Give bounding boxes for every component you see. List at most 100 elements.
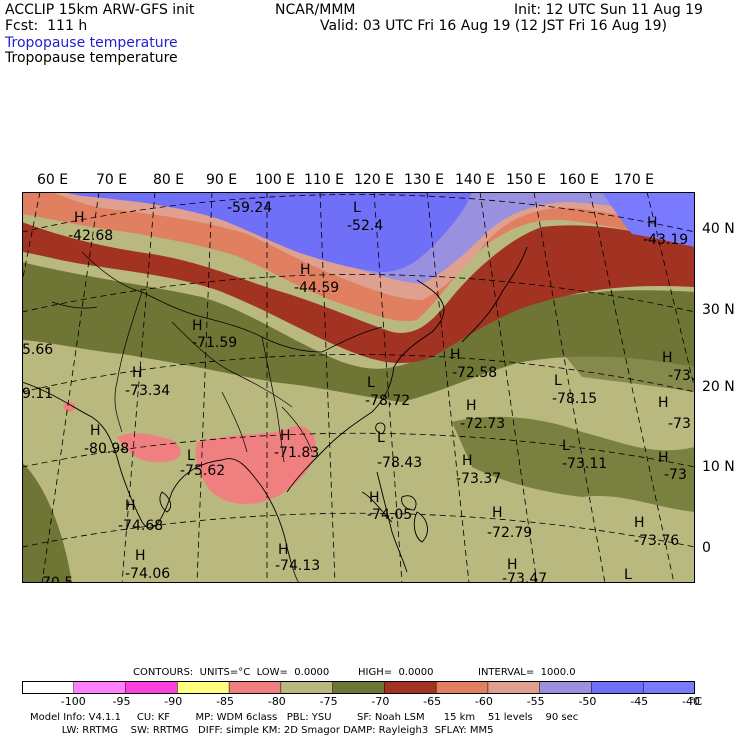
extremum-marker: L (367, 375, 375, 391)
extremum-marker: H (90, 423, 101, 439)
tropopause-temperature-map: H -42.68 -59.24 L -52.4 H -44.59 H -43.1… (22, 192, 695, 583)
lon-label: 170 E (614, 172, 655, 188)
model-info-line1: Model Info: V4.1.1 CU: KF MP: WDM 6class… (30, 712, 579, 723)
colorbar-tick-label: -85 (216, 695, 235, 708)
extremum-value: -73 (664, 467, 687, 483)
valid-time: Valid: 03 UTC Fri 16 Aug 19 (12 JST Fri … (320, 18, 668, 34)
extremum-value: -73 (668, 416, 691, 432)
country-borders (51, 251, 383, 463)
colorbar-cell (539, 681, 593, 694)
lon-label: 100 E (255, 172, 296, 188)
colorbar (22, 681, 695, 694)
lat-label: 20 N (702, 379, 735, 395)
extremum-value: -73.11 (562, 456, 607, 472)
colorbar-tick-label: -45 (630, 695, 649, 708)
lat-label: 10 N (702, 459, 735, 475)
model-title: ACCLIP 15km ARW-GFS init (5, 2, 195, 18)
colorbar-cell (332, 681, 385, 694)
colorbar-tick-label: -95 (112, 695, 131, 708)
extremum-value: -71.83 (274, 445, 319, 461)
lon-label: 110 E (304, 172, 345, 188)
lat-label: 40 N (702, 221, 735, 237)
colorbar-tick-label: -60 (474, 695, 493, 708)
extremum-marker: H (135, 548, 146, 564)
extremum-marker: H (507, 557, 518, 573)
extremum-marker: H (192, 318, 203, 334)
extremum-marker: H (450, 347, 461, 363)
extremum-value: -73.37 (456, 471, 501, 487)
colorbar-cell (228, 681, 282, 694)
extremum-marker: H (74, 210, 85, 226)
lon-label: 90 E (206, 172, 238, 188)
extremum-marker: H (125, 498, 136, 514)
colorbar-tick-label: -70 (371, 695, 390, 708)
extremum-marker: L (554, 373, 562, 389)
extremum-value: -73.76 (634, 533, 679, 549)
extrema-labels: H -42.68 -59.24 L -52.4 H -44.59 H -43.1… (22, 200, 695, 583)
colorbar-cell (125, 681, 178, 694)
extremum-value: -42.68 (68, 228, 113, 244)
colorbar-cell (591, 681, 644, 694)
extremum-marker: L (377, 430, 385, 446)
extremum-marker: H (466, 398, 477, 414)
colorbar-cell (487, 681, 541, 694)
map-frame (22, 192, 695, 583)
extremum-value: -73.47 (502, 571, 547, 583)
model-info-line2: LW: RRTMG SW: RRTMG DIFF: simple KM: 2D … (30, 725, 494, 736)
extremum-marker: H (634, 515, 645, 531)
extremum-marker: H (658, 395, 669, 411)
shade-patch (117, 433, 181, 463)
colorbar-tick-label: -90 (164, 695, 183, 708)
colorbar-tick-label: -75 (319, 695, 338, 708)
colorbar-cell (642, 681, 695, 694)
shade-band (22, 262, 695, 402)
lon-label: 140 E (455, 172, 496, 188)
contour-high: HIGH= 0.0000 (358, 667, 434, 678)
colorbar-frame (22, 681, 695, 694)
lon-label: 130 E (404, 172, 445, 188)
colorbar-tick-label: -65 (423, 695, 442, 708)
lon-label: 80 E (153, 172, 185, 188)
extremum-value: -52.4 (347, 218, 383, 234)
extremum-value: -72.73 (460, 416, 505, 432)
colorbar-cell (22, 681, 75, 694)
colorbar-tick-label: -40 (682, 695, 700, 708)
extremum-value: -73.3 (668, 368, 695, 384)
colorbar-cell (73, 681, 127, 694)
extremum-value: -43.19 (643, 232, 688, 248)
extremum-value: -74.13 (275, 558, 320, 574)
extremum-value: -44.59 (294, 280, 339, 296)
lon-label: 70 E (96, 172, 128, 188)
extremum-value: -78.43 (377, 455, 422, 471)
lon-label: 150 E (506, 172, 547, 188)
extremum-value: -72.79 (487, 525, 532, 541)
extremum-value: -74.68 (118, 518, 163, 534)
extremum-marker: L (562, 438, 570, 454)
extremum-value: -78.15 (552, 391, 597, 407)
extremum-value: 5.66 (22, 342, 53, 358)
extremum-value: -78.72 (365, 393, 410, 409)
colorbar-tick-label: -80 (267, 695, 286, 708)
shade-patch (562, 344, 695, 392)
extremum-value: -71.59 (192, 335, 237, 351)
extremum-value: -73.34 (125, 383, 170, 399)
colorbar-tick-label: -100 (60, 695, 86, 708)
forecast-hour: Fcst: 111 h (5, 18, 88, 34)
extremum-marker: L (353, 200, 361, 216)
extremum-marker: H (662, 350, 673, 366)
extremum-marker: L (187, 448, 195, 464)
extremum-marker: H (462, 453, 473, 469)
contour-interval: INTERVAL= 1000.0 (478, 667, 576, 678)
colorbar-cell (435, 681, 489, 694)
shaded-field-label: Tropopause temperature (5, 35, 178, 51)
extremum-value: -72.58 (452, 365, 497, 381)
colorbar-cell (177, 681, 230, 694)
contour-info: CONTOURS: UNITS=°C LOW= 0.0000 (133, 667, 330, 678)
colorbar-tick-label: -55 (526, 695, 545, 708)
coastlines (22, 246, 528, 583)
contour-field-label: Tropopause temperature (5, 50, 178, 66)
shade-band (602, 192, 695, 247)
extremum-value: -80.98 (84, 441, 129, 457)
extremum-value: -74.06 (125, 566, 170, 582)
extremum-value: -59.24 (227, 200, 272, 216)
